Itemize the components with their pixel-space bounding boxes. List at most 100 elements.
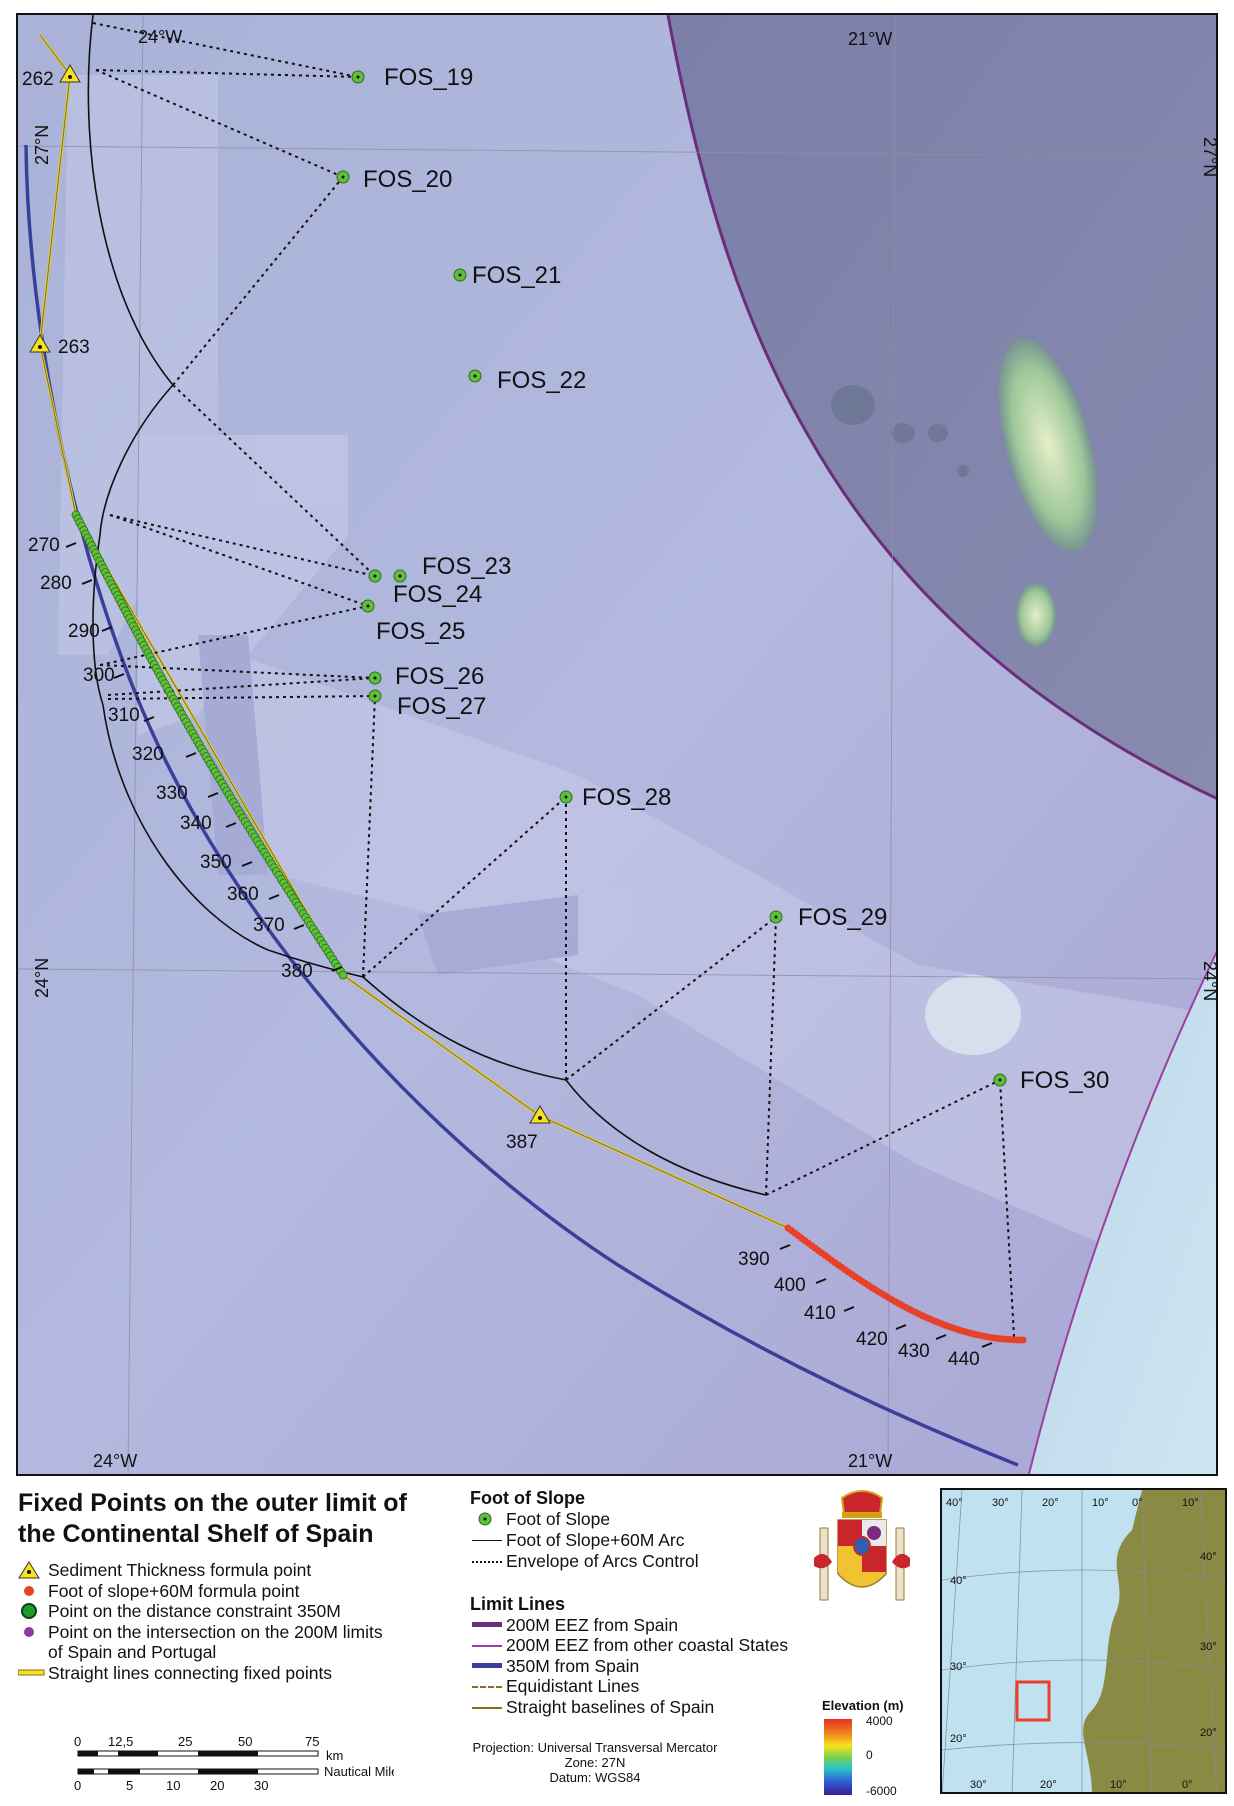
svg-text:420: 420	[856, 1329, 888, 1350]
limit-legend-heading: Limit Lines	[470, 1594, 566, 1614]
fos-label: FOS_23	[422, 553, 511, 580]
inset-left-label-2: 20°	[950, 1733, 967, 1745]
point-number-labels: 2702802903003103203303403503603703803904…	[28, 535, 993, 1370]
limit-row-equidistant: Equidistant Lines	[470, 1676, 850, 1697]
svg-text:350: 350	[200, 852, 232, 873]
fos-legend-row-arc: Foot of Slope+60M Arc	[470, 1530, 830, 1551]
point-number-330: 330	[156, 783, 219, 804]
elevation-max: 4000	[866, 1714, 893, 1728]
fos-label: FOS_24	[393, 581, 482, 608]
fos-label: FOS_25	[376, 618, 465, 645]
limit-row-350m: 350M from Spain	[470, 1656, 850, 1677]
inset-right-label-1: 30°	[1200, 1641, 1217, 1653]
triangle-icon	[18, 1560, 48, 1580]
limit-label-eez-spain: 200M EEZ from Spain	[506, 1614, 679, 1635]
svg-text:300: 300	[83, 665, 115, 686]
legend-label-intersection-2: of Spain and Portugal	[48, 1642, 217, 1662]
grid-label-lon-west-top: 24°W	[138, 27, 182, 47]
sediment-point-387: 387	[506, 1105, 551, 1153]
point-number-430: 430	[898, 1334, 947, 1362]
legend-label-foot60: Foot of slope+60M formula point	[48, 1580, 300, 1601]
limit-label-350m: 350M from Spain	[506, 1655, 640, 1676]
svg-text:340: 340	[180, 813, 212, 834]
point-number-440: 440	[948, 1342, 993, 1370]
eez-spain-line	[666, 15, 1216, 800]
grid-label-lon-west-bottom: 24°W	[93, 1451, 137, 1471]
fos-legend-label-point: Foot of Slope	[506, 1509, 611, 1529]
inset-right-label-0: 40°	[1200, 1551, 1217, 1563]
elevation-ramp: 4000 0 -6000	[824, 1714, 897, 1798]
svg-text:280: 280	[40, 573, 72, 594]
svg-text:290: 290	[68, 621, 100, 642]
nm-tick-20: 20	[210, 1778, 224, 1793]
inset-left-label-1: 30°	[950, 1661, 967, 1673]
projection-info: Projection: Universal Transversal Mercat…	[430, 1740, 760, 1785]
fos-point-fos-29: FOS_29	[769, 904, 887, 931]
fos-label: FOS_28	[582, 784, 671, 811]
inset-top-label-2: 20°	[1042, 1497, 1059, 1509]
limit-label-eez-other: 200M EEZ from other coastal States	[506, 1635, 789, 1655]
fos-arcs	[87, 15, 767, 1196]
svg-text:370: 370	[253, 915, 285, 936]
eez-other-line-icon	[470, 1635, 506, 1655]
sediment-label: 263	[58, 337, 90, 358]
fos-label: FOS_26	[395, 663, 484, 690]
fos-point-fos-26: FOS_26	[368, 663, 484, 690]
nm-tick-30: 30	[254, 1778, 268, 1793]
km-tick-25: 25	[178, 1734, 192, 1749]
point-number-340: 340	[180, 813, 237, 834]
svg-text:410: 410	[804, 1303, 836, 1324]
point-number-400: 400	[774, 1275, 827, 1296]
fos-point-fos-23: FOS_23	[393, 553, 511, 583]
inset-locator-map: 40° 30° 20° 10° 0° 10° 40° 30° 20° 40° 3…	[940, 1488, 1227, 1794]
envelope-lines	[92, 22, 1015, 1338]
fos-point-fos-21: FOS_21	[453, 262, 561, 289]
fos-label: FOS_29	[798, 904, 887, 931]
fos-label: FOS_19	[384, 64, 473, 91]
fos-point-fos-25: FOS_25	[361, 599, 465, 645]
fos-legend-heading: Foot of Slope	[470, 1488, 585, 1508]
coat-of-arms	[810, 1488, 914, 1620]
nm-unit: Nautical Miles	[324, 1764, 394, 1779]
inset-bottom-label-1: 20°	[1040, 1779, 1057, 1791]
km-tick-0: 0	[74, 1734, 81, 1749]
fos-label: FOS_21	[472, 262, 561, 289]
scale-bar-graphic: 0 12,5 25 50 75 km Nautical Miles 0 5 10…	[74, 1734, 405, 1793]
baseline-line-icon	[470, 1697, 506, 1717]
km-tick-12-5: 12,5	[108, 1734, 133, 1749]
fos-legend-label-arc: Foot of Slope+60M Arc	[506, 1530, 685, 1550]
inset-bottom-label-0: 30°	[970, 1779, 987, 1791]
foot-of-slope-legend: Foot of Slope Foot of Slope Foot of Slop…	[470, 1488, 830, 1572]
svg-text:270: 270	[28, 535, 60, 556]
fos-point-icon	[470, 1509, 506, 1529]
dashed-line-icon	[470, 1676, 506, 1696]
legend-title-line2: the Continental Shelf of Spain	[18, 1520, 374, 1548]
fos-legend-label-envelope: Envelope of Arcs Control	[506, 1551, 699, 1571]
point-number-360: 360	[227, 884, 280, 905]
legend-row-distance: Point on the distance constraint 350M	[18, 1601, 438, 1622]
svg-text:330: 330	[156, 783, 188, 804]
inset-top-label-5: 10°	[1182, 1497, 1199, 1509]
fos-point-fos-28: FOS_28	[559, 784, 671, 811]
grid-label-lat-south-left: 24°N	[32, 958, 52, 998]
projection-line3: Datum: WGS84	[549, 1770, 641, 1785]
fos-label: FOS_20	[363, 166, 452, 193]
sediment-label: 387	[506, 1132, 538, 1153]
inset-bottom-label-2: 10°	[1110, 1779, 1127, 1791]
fos-point-fos-22: FOS_22	[468, 367, 586, 394]
point-number-290: 290	[68, 621, 113, 642]
legend-row-intersection: Point on the intersection on the 200M li…	[18, 1622, 438, 1663]
svg-text:320: 320	[132, 744, 164, 765]
legend-label-sediment: Sediment Thickness formula point	[48, 1560, 312, 1580]
legend-points-list: Sediment Thickness formula point Foot of…	[17, 1560, 438, 1683]
grid-label-lon-east-top: 21°W	[848, 29, 892, 49]
grid-label-lon-east-bottom: 21°W	[848, 1451, 892, 1471]
distance-constraint-points	[71, 510, 348, 980]
svg-text:390: 390	[738, 1249, 770, 1270]
fos-point-fos-30: FOS_30	[993, 1067, 1109, 1094]
inset-left-label-0: 40°	[950, 1575, 967, 1587]
map-canvas: 2702802903003103203303403503603703803904…	[18, 15, 1216, 1474]
dotted-line-icon	[470, 1551, 506, 1571]
red-dot-icon	[18, 1581, 48, 1601]
point-number-380: 380	[281, 961, 343, 982]
